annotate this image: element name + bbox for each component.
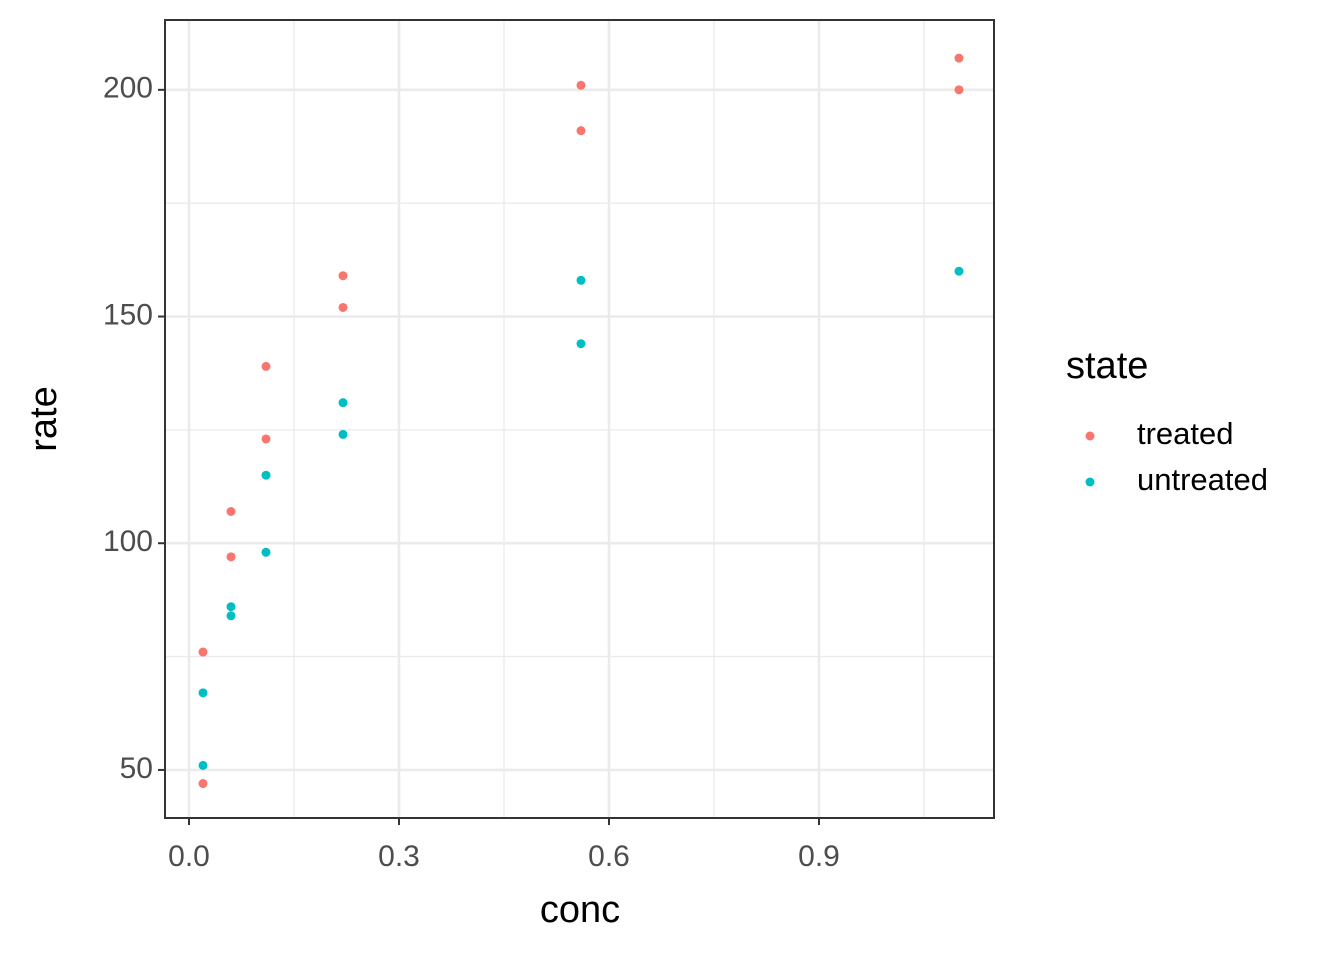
y-tick-label: 50 <box>120 752 153 785</box>
y-tick-label: 100 <box>103 525 153 558</box>
x-tick-label: 0.6 <box>588 840 630 873</box>
point <box>954 85 964 95</box>
point <box>576 339 586 349</box>
point <box>954 266 964 276</box>
point <box>226 602 236 612</box>
point <box>261 434 271 444</box>
y-axis-label: rate <box>23 386 65 451</box>
y-tick-label: 200 <box>103 72 153 105</box>
legend-title: state <box>1066 345 1148 387</box>
point <box>226 611 236 621</box>
point <box>338 302 348 312</box>
y-tick-label: 150 <box>103 298 153 331</box>
point <box>226 506 236 516</box>
point <box>198 760 208 770</box>
legend-label: treated <box>1137 416 1234 451</box>
legend-key <box>1085 431 1095 441</box>
point <box>198 688 208 698</box>
point <box>261 547 271 557</box>
legend-key <box>1085 477 1095 487</box>
point <box>338 429 348 439</box>
x-tick-label: 0.3 <box>378 840 420 873</box>
legend-label: untreated <box>1137 462 1268 497</box>
point <box>198 779 208 789</box>
point <box>198 647 208 657</box>
panel-border <box>164 19 995 819</box>
point <box>261 361 271 371</box>
point <box>261 470 271 480</box>
point <box>338 271 348 281</box>
point <box>576 80 586 90</box>
point <box>576 126 586 136</box>
x-tick-label: 0.9 <box>798 840 840 873</box>
x-axis-label: conc <box>540 889 620 931</box>
point <box>954 53 964 63</box>
point <box>338 398 348 408</box>
x-tick-label: 0.0 <box>168 840 210 873</box>
point <box>226 552 236 562</box>
point <box>576 275 586 285</box>
